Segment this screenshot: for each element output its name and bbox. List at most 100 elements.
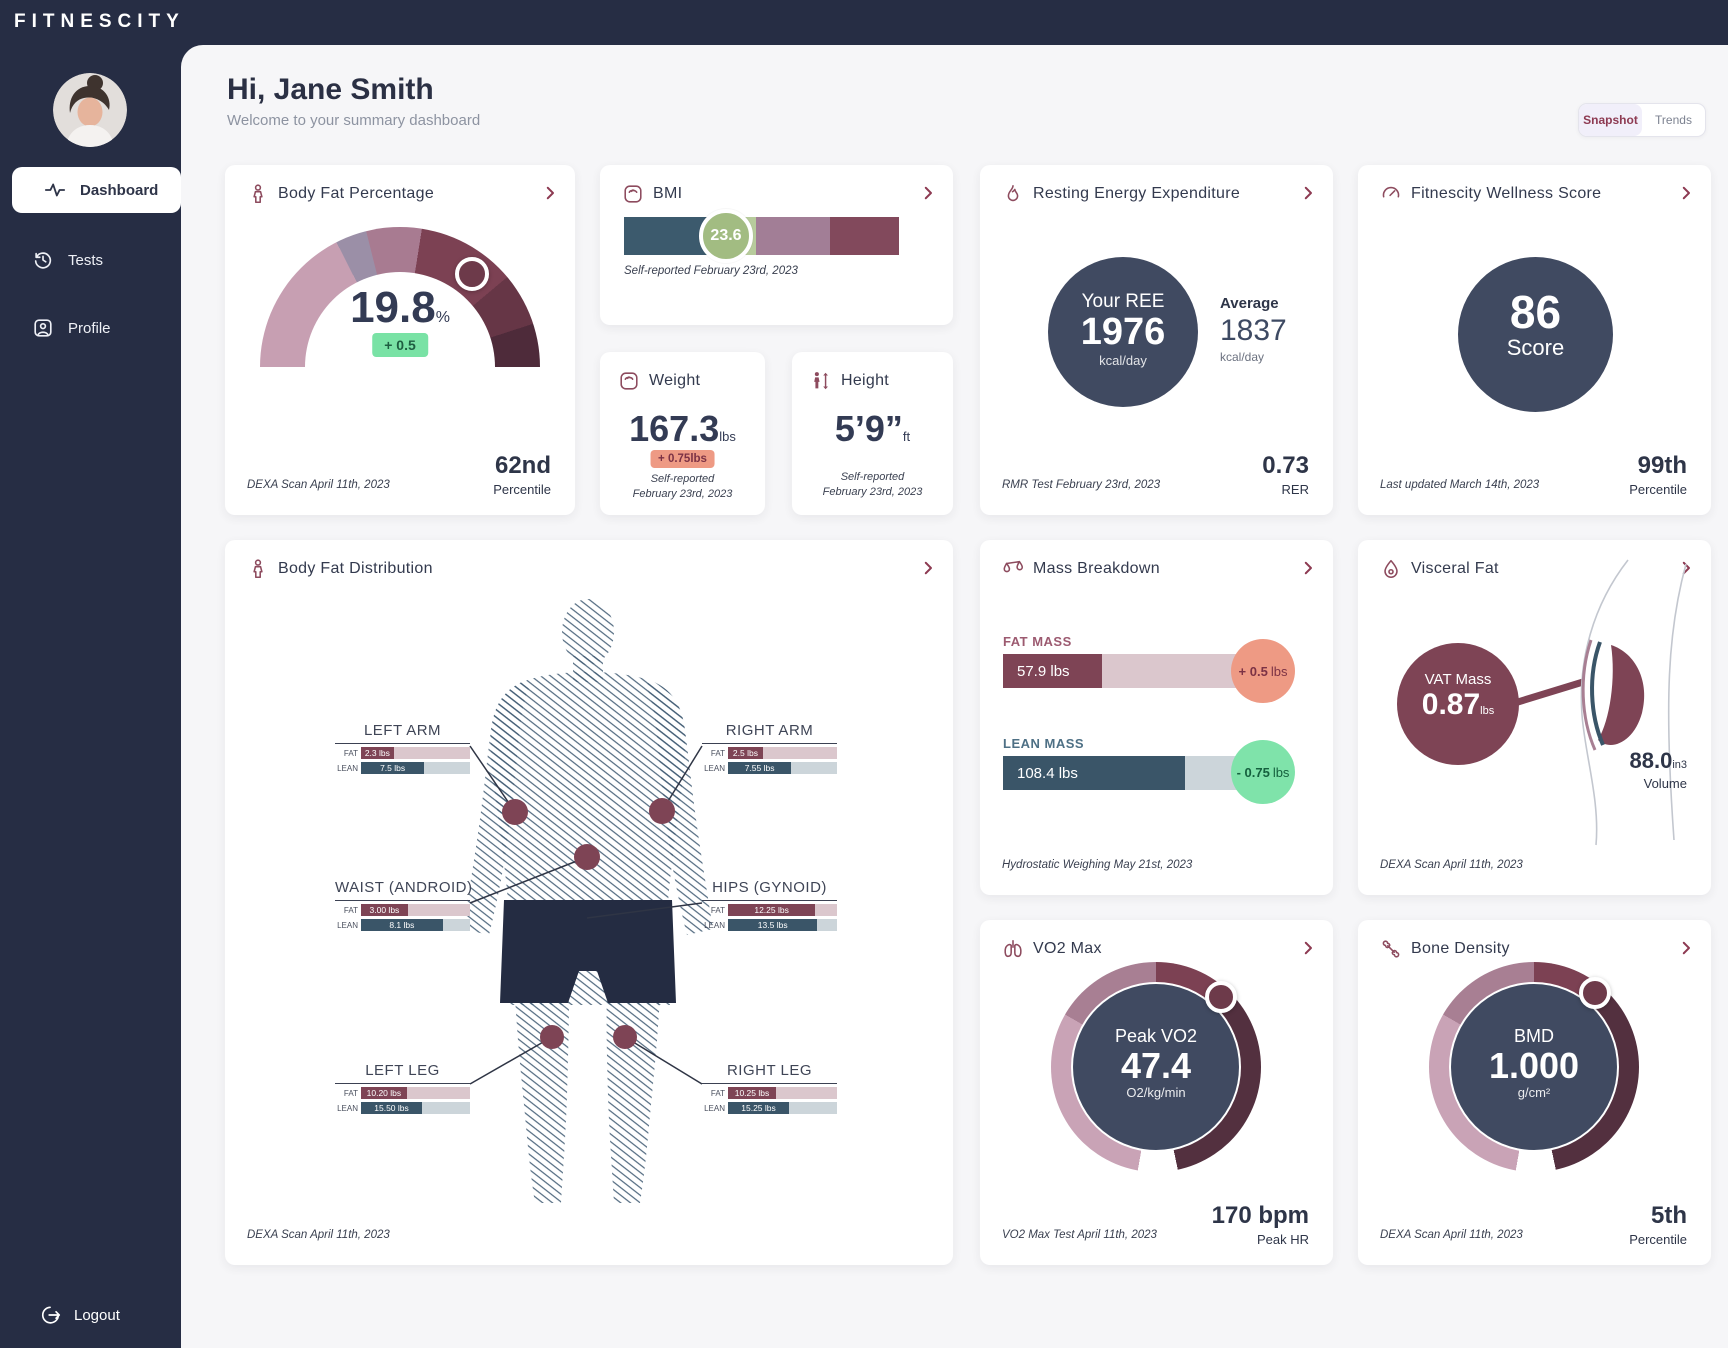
sidebar-item-label: Profile	[68, 319, 111, 337]
card-title: Body Fat Percentage	[278, 185, 435, 202]
chevron-right-icon[interactable]	[919, 559, 937, 577]
body-icon	[253, 559, 263, 579]
lean-delta-badge: - 0.75 lbs	[1231, 740, 1295, 804]
wellness-score-circle: 86 Score	[1458, 257, 1613, 412]
wellness-card: Fitnescity Wellness Score 86 Score Last …	[1358, 165, 1711, 515]
chevron-right-icon[interactable]	[1677, 184, 1695, 202]
vat-mass-circle: VAT Mass 0.87lbs	[1397, 643, 1519, 765]
droplet-icon	[1384, 559, 1398, 579]
gauge-marker	[1579, 977, 1611, 1009]
main-content: Hi, Jane Smith Welcome to your summary d…	[181, 45, 1728, 1348]
rer-stat: 0.73 RER	[1262, 452, 1309, 497]
history-icon	[34, 252, 52, 269]
region-callout-right-leg: RIGHT LEG FAT 10.25 lbs LEAN 15.25 lbs	[702, 1062, 837, 1114]
snapshot-tab[interactable]: Snapshot	[1579, 104, 1642, 136]
body-fat-distribution-card: Body Fat Distribution	[225, 540, 953, 1265]
trends-tab[interactable]: Trends	[1642, 104, 1705, 136]
sidebar: Dashboard Tests Profile Logout	[0, 45, 181, 1348]
card-title: Height	[841, 372, 890, 389]
volume-stat: 88.0in3 Volume	[1629, 748, 1687, 791]
weight-value: 167.3lbs	[629, 408, 736, 449]
bmi-card: BMI 23.6 Self-reported February 23rd, 20…	[600, 165, 953, 325]
test-caption: Last updated March 14th, 2023	[1380, 479, 1540, 491]
page-subtitle: Welcome to your summary dashboard	[227, 112, 481, 129]
flame-icon	[1007, 184, 1019, 202]
vo2-center-circle: Peak VO2 47.4 O2/kg/min	[1073, 984, 1239, 1150]
card-title: Bone Density	[1411, 940, 1510, 957]
gauge-marker	[455, 257, 489, 291]
test-caption: DEXA Scan April 11th, 2023	[247, 479, 390, 491]
height-value: 5’9”ft	[834, 408, 911, 449]
vo2-max-card: VO2 Max Peak VO2 47.4 O2/kg/min VO2 Max …	[980, 920, 1333, 1265]
sidebar-item-label: Dashboard	[80, 181, 159, 199]
fat-mass-bar: 57.9 lbs	[1003, 654, 1263, 688]
scale-icon	[620, 372, 638, 390]
body-figure-illustration	[463, 599, 713, 1203]
card-title: Visceral Fat	[1411, 560, 1499, 577]
percentile-stat: 5th Percentile	[1629, 1202, 1687, 1247]
fat-delta-badge: + 0.5 lbs	[1231, 639, 1295, 703]
test-caption: VO2 Max Test April 11th, 2023	[1002, 1229, 1157, 1241]
region-callout-right-arm: RIGHT ARM FAT 2.5 lbs LEAN 7.55 lbs	[702, 722, 837, 774]
logout-label: Logout	[74, 1306, 120, 1324]
sidebar-item-profile[interactable]: Profile	[0, 305, 181, 351]
card-title: Weight	[649, 372, 701, 389]
test-caption: RMR Test February 23rd, 2023	[1002, 479, 1161, 491]
body-fat-card: Body Fat Percentage 19.8% + 0.5 DEXA Sca…	[225, 165, 575, 515]
sidebar-item-tests[interactable]: Tests	[0, 237, 181, 283]
waveform-icon	[44, 183, 66, 197]
chevron-right-icon[interactable]	[919, 184, 937, 202]
ree-card: Resting Energy Expenditure Your REE 1976…	[980, 165, 1333, 515]
chevron-right-icon[interactable]	[1299, 939, 1317, 957]
peak-hr-stat: 170 bpm Peak HR	[1211, 1202, 1309, 1247]
bmi-value-badge: 23.6	[699, 209, 753, 263]
chevron-right-icon[interactable]	[541, 184, 559, 202]
ree-average: Average 1837 kcal/day	[1220, 295, 1287, 364]
lean-mass-label: LEAN MASS	[1003, 736, 1085, 751]
height-icon	[814, 372, 828, 390]
chevron-right-icon[interactable]	[1299, 184, 1317, 202]
sidebar-item-dashboard[interactable]: Dashboard	[12, 167, 181, 213]
delta-badge: + 0.5	[372, 333, 428, 357]
test-caption: Hydrostatic Weighing May 21st, 2023	[1002, 859, 1193, 871]
test-caption: Self-reported February 23rd, 2023	[632, 473, 733, 500]
region-callout-left-leg: LEFT LEG FAT 10.20 lbs LEAN 15.50 lbs	[335, 1062, 470, 1114]
delta-badge: + 0.75lbs	[650, 450, 715, 468]
card-title: Body Fat Distribution	[278, 560, 433, 577]
logout-button[interactable]: Logout	[40, 1304, 120, 1326]
mass-breakdown-card: Mass Breakdown FAT MASS 57.9 lbs + 0.5 lb…	[980, 540, 1333, 895]
chevron-right-icon[interactable]	[1677, 939, 1695, 957]
logout-icon	[41, 1306, 61, 1324]
bmi-segment	[756, 217, 831, 255]
bone-density-card: Bone Density BMD 1.000 g/cm² DEXA Scan A…	[1358, 920, 1711, 1265]
brand-logo: FITNESCITY	[14, 11, 185, 32]
visceral-fat-card: Visceral Fat VAT Mass 0.87lbs 88.0in3 Vo…	[1358, 540, 1711, 895]
test-caption: Self-reported February 23rd, 2023	[624, 265, 798, 277]
weight-card: Weight 167.3lbs + 0.75lbs Self-reported F…	[600, 352, 765, 515]
percentile-stat: 99th Percentile	[1629, 452, 1687, 497]
percentile-stat: 62nd Percentile	[493, 452, 551, 497]
ree-circle: Your REE 1976 kcal/day	[1048, 257, 1198, 407]
chevron-right-icon[interactable]	[1299, 559, 1317, 577]
height-card: Height 5’9”ft Self-reported February 23rd…	[792, 352, 953, 515]
region-callout-left-arm: LEFT ARM FAT 2.3 lbs LEAN 7.5 lbs	[335, 722, 470, 774]
avatar-image	[53, 73, 127, 147]
card-title: Resting Energy Expenditure	[1033, 185, 1241, 202]
gauge-icon	[1382, 186, 1400, 198]
card-title: VO2 Max	[1033, 940, 1102, 957]
abdomen-illustration	[1508, 559, 1687, 846]
test-caption: DEXA Scan April 11th, 2023	[247, 1229, 390, 1241]
avatar[interactable]	[53, 73, 127, 147]
scale-icon	[624, 185, 642, 203]
region-callout-hips: HIPS (GYNOID) FAT 12.25 lbs LEAN 13.5 lb…	[702, 879, 837, 931]
test-caption: Self-reported February 23rd, 2023	[822, 471, 923, 498]
lean-mass-bar: 108.4 lbs	[1003, 756, 1263, 790]
card-title: Mass Breakdown	[1033, 560, 1160, 577]
body-fat-value: 19.8%	[350, 283, 450, 332]
profile-icon	[34, 319, 52, 337]
card-title: BMI	[653, 185, 683, 202]
gauge-marker	[1205, 981, 1237, 1013]
test-caption: DEXA Scan April 11th, 2023	[1380, 1229, 1523, 1241]
view-toggle: Snapshot Trends	[1578, 103, 1706, 137]
region-callout-waist: WAIST (ANDROID) FAT 3.00 lbs LEAN 8.1 lb…	[335, 879, 473, 931]
